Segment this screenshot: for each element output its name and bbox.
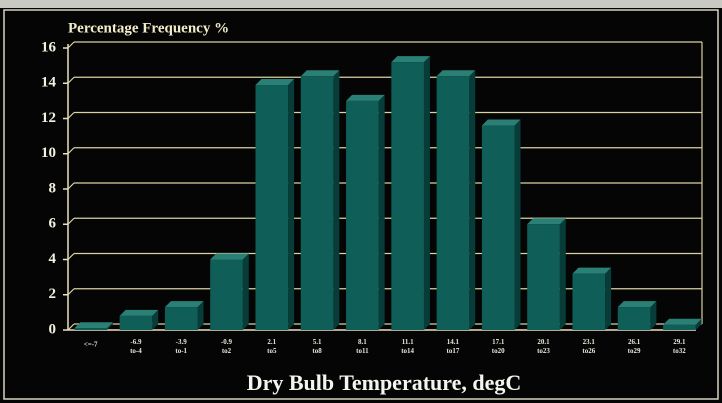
bar-top — [481, 119, 521, 126]
y-tick-label: 14 — [41, 75, 57, 91]
bar — [346, 100, 379, 330]
bar-side — [333, 70, 340, 330]
y-tick-label: 4 — [49, 251, 57, 267]
bar-top — [617, 301, 657, 308]
grid-line — [67, 288, 75, 296]
bar — [663, 324, 696, 330]
bar-side — [423, 56, 430, 330]
x-tick-label: 17.1 to20 — [492, 338, 505, 355]
bar — [481, 125, 515, 330]
x-tick-label: -6.9 to-4 — [130, 338, 142, 355]
bar — [617, 307, 651, 330]
bar-top — [527, 218, 566, 225]
bar-top — [119, 309, 159, 316]
x-tick-label: 8.1 to11 — [356, 338, 369, 355]
y-tick-label: 8 — [49, 180, 57, 196]
bar-side — [514, 119, 521, 330]
grid-line — [67, 41, 75, 49]
bar-top — [572, 267, 612, 274]
grid-line — [67, 253, 75, 260]
bar-side — [695, 318, 702, 330]
x-tick-label: 26.1 to29 — [628, 338, 641, 355]
grid-line — [67, 217, 75, 225]
bar — [391, 62, 424, 330]
bar-side — [378, 94, 385, 330]
bar — [300, 76, 334, 330]
grid-line — [67, 323, 75, 331]
x-tick-label: 23.1 to26 — [582, 338, 595, 355]
x-tick-label: <=-7 — [84, 341, 98, 349]
x-tick-label: 29.1 to32 — [673, 338, 686, 355]
chart-title: Percentage Frequency % — [68, 20, 229, 36]
top-strip — [0, 0, 722, 8]
bar-side — [605, 267, 612, 330]
grid-line — [67, 76, 75, 84]
bar — [119, 315, 153, 330]
bar-top — [255, 79, 295, 86]
bar-top — [436, 70, 476, 77]
bar-side — [559, 218, 566, 330]
y-tick-label: 10 — [41, 145, 56, 161]
y-tick-label: 16 — [41, 39, 57, 55]
bar-top — [391, 56, 430, 63]
bar — [436, 76, 470, 330]
frame — [3, 9, 719, 400]
grid-line — [67, 147, 75, 155]
bar-side — [152, 309, 159, 330]
y-tick-label: 2 — [49, 286, 57, 302]
bar-top — [164, 301, 204, 308]
bar-top — [210, 253, 249, 260]
bar-side — [242, 253, 249, 330]
y-tick-label: 12 — [41, 110, 56, 126]
bar — [74, 328, 107, 330]
bar-side — [469, 70, 476, 330]
x-tick-label: 5.1 to8 — [312, 338, 322, 355]
bar — [164, 307, 198, 330]
bar — [527, 224, 560, 330]
bar-top — [663, 318, 702, 325]
bar-side — [106, 322, 113, 330]
x-tick-label: 11.1 to14 — [401, 338, 414, 355]
bar — [572, 273, 606, 330]
bar-side — [197, 301, 204, 330]
bar-top — [74, 322, 113, 329]
y-tick-label: 6 — [49, 216, 57, 232]
x-tick-label: 20.1 to23 — [537, 338, 550, 355]
bar — [255, 85, 289, 330]
bar — [210, 259, 243, 330]
x-tick-label: 14.1 to17 — [447, 338, 460, 355]
y-tick-label: 0 — [49, 321, 57, 337]
bar-top — [300, 70, 340, 77]
grid-line — [67, 112, 75, 119]
x-axis-label: Dry Bulb Temperature, degC — [247, 370, 522, 395]
x-tick-label: -0.9 to2 — [221, 338, 233, 355]
bar-side — [650, 301, 657, 330]
grid-line — [67, 182, 75, 190]
x-tick-label: 2.1 to5 — [267, 338, 277, 355]
bar-top — [346, 94, 385, 101]
bar-side — [288, 79, 295, 330]
x-tick-label: -3.9 to-1 — [175, 338, 187, 355]
